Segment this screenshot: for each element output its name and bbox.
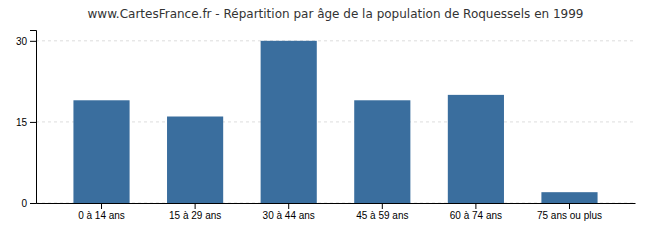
- x-tick: 15 à 29 ans: [169, 203, 221, 221]
- x-tick: 30 à 44 ans: [263, 203, 315, 221]
- x-tick-mark: [475, 203, 476, 209]
- x-tick-label: 75 ans ou plus: [537, 210, 602, 221]
- x-tick: 45 à 59 ans: [356, 203, 408, 221]
- x-tick: 60 à 74 ans: [450, 203, 502, 221]
- grid: [36, 41, 635, 203]
- y-axis: 0 15 30: [16, 31, 37, 209]
- x-tick-mark: [195, 203, 196, 209]
- y-axis-line: [30, 31, 37, 204]
- chart-svg: www.CartesFrance.fr - Répartition par âg…: [0, 0, 650, 229]
- y-tick-mark: [30, 41, 36, 42]
- x-tick-mark: [382, 203, 383, 209]
- x-axis: 0 à 14 ans 15 à 29 ans 30 à 44 ans 45 à 59 …: [37, 203, 636, 221]
- bar: [261, 41, 317, 203]
- title: www.CartesFrance.fr - Répartition par âg…: [88, 7, 584, 21]
- x-tick: 0 à 14 ans: [78, 203, 125, 221]
- x-tick-label: 15 à 29 ans: [169, 210, 221, 221]
- x-tick-mark: [288, 203, 289, 209]
- grid-line: [36, 40, 635, 41]
- x-tick-label: 45 à 59 ans: [356, 210, 408, 221]
- y-tick-label: 0: [21, 198, 27, 209]
- y-tick: 15: [16, 117, 36, 128]
- y-tick-mark: [30, 122, 36, 123]
- bars: [73, 41, 597, 203]
- x-tick-mark: [101, 203, 102, 209]
- bar: [354, 100, 410, 203]
- bar: [541, 192, 597, 203]
- x-tick-label: 0 à 14 ans: [78, 210, 125, 221]
- y-tick-label: 15: [16, 117, 28, 128]
- y-tick: 30: [16, 36, 36, 47]
- y-tick-mark: [30, 203, 36, 204]
- bar: [167, 117, 223, 204]
- y-tick-label: 30: [16, 36, 28, 47]
- x-tick-label: 30 à 44 ans: [263, 210, 315, 221]
- x-axis-line: [37, 203, 636, 204]
- bar: [448, 95, 504, 203]
- y-tick: 0: [21, 198, 36, 209]
- x-tick-mark: [569, 203, 570, 209]
- chart-container: www.CartesFrance.fr - Répartition par âg…: [0, 0, 650, 229]
- bar: [73, 100, 129, 203]
- x-tick-label: 60 à 74 ans: [450, 210, 502, 221]
- x-tick: 75 ans ou plus: [537, 203, 602, 221]
